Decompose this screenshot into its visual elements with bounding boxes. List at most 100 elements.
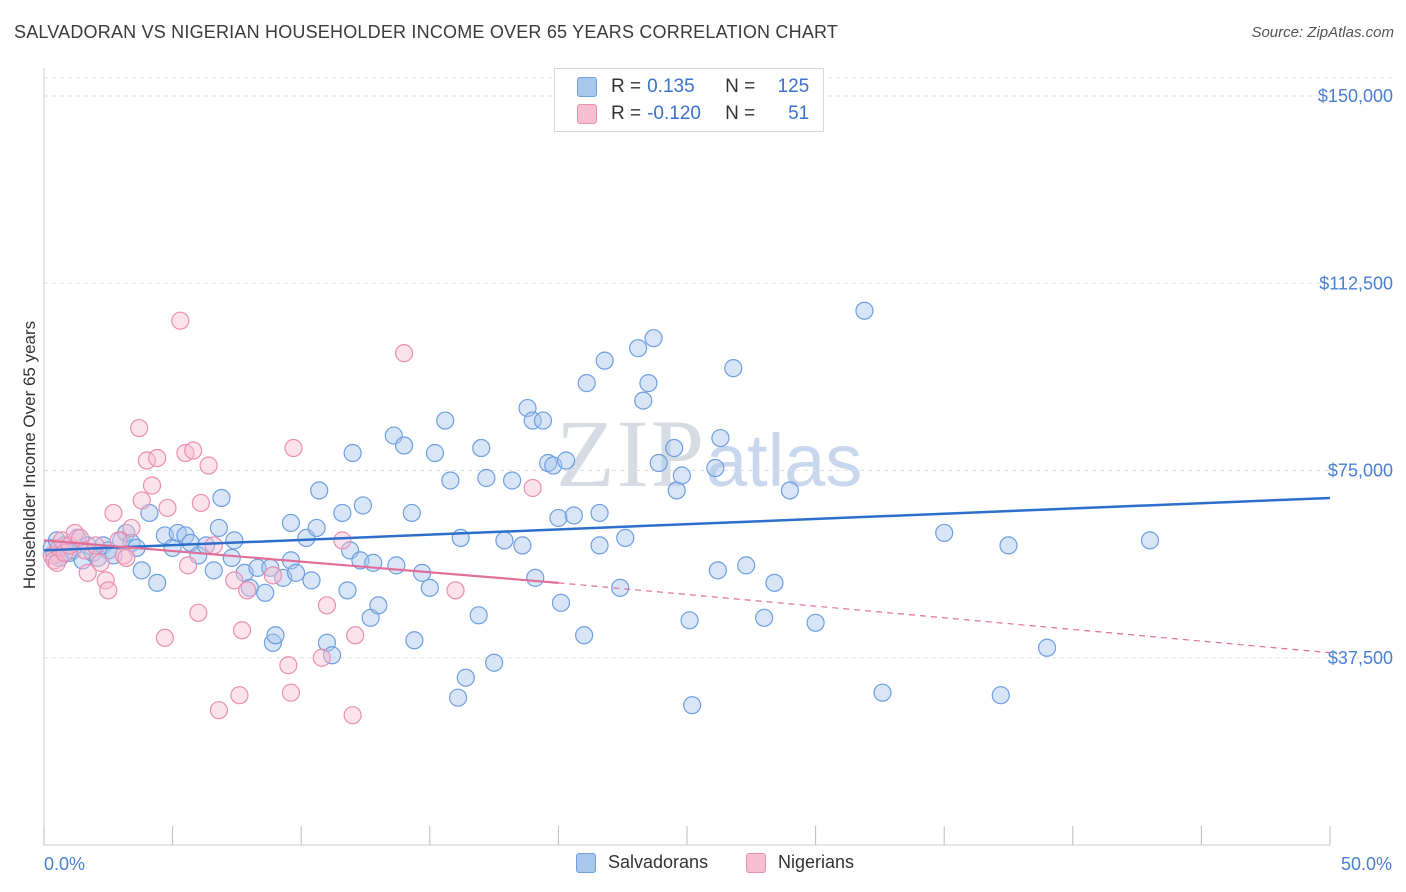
legend-row-salvadorans: R = 0.135 N = 125 <box>577 75 809 99</box>
nigerian-point <box>65 523 84 543</box>
nigerian-point <box>132 491 151 510</box>
salvadoran-point <box>307 518 326 538</box>
legend-series: Salvadorans Nigerians <box>0 852 1406 878</box>
legend-r-value: -0.120 <box>647 103 701 124</box>
legend-r-label: R = <box>611 76 642 97</box>
nigerian-point <box>171 311 190 330</box>
salvadoran-point <box>405 631 424 650</box>
legend-n-label: N = <box>725 76 756 97</box>
salvadoran-point <box>595 351 614 370</box>
nigerian-point <box>394 344 414 363</box>
salvadoran-point <box>222 548 241 567</box>
salvadoran-point <box>132 561 151 580</box>
legend-r-label: R = <box>611 103 642 124</box>
salvadoran-point <box>425 443 445 463</box>
salvadoran-point <box>248 558 267 577</box>
nigerian-point <box>158 498 177 518</box>
nigerian-point <box>99 581 118 600</box>
legend-item-nigerians: Nigerians <box>746 852 854 873</box>
nigerian-point <box>189 603 208 622</box>
salvadoran-point <box>616 528 635 548</box>
salvadoran-point <box>590 536 609 555</box>
salvadoran-point <box>649 453 668 473</box>
salvadoran-point <box>935 523 954 543</box>
nigerian-point <box>333 531 352 550</box>
salvadoran-point <box>564 506 583 525</box>
nigerian-trend-line <box>43 539 559 584</box>
salvadoran-point <box>639 374 658 393</box>
salvadoran-point <box>806 613 825 632</box>
nigerian-point <box>523 478 542 498</box>
salvadoran-point <box>999 536 1018 555</box>
salvadoran-point <box>263 633 283 652</box>
nigerian-point <box>104 503 123 523</box>
salvadoran-point <box>706 458 725 478</box>
salvadoran-point <box>394 436 414 455</box>
nigerian-point <box>184 441 203 460</box>
watermark: ZIPatlas <box>556 398 862 509</box>
salvadoran-point <box>873 683 892 702</box>
salvadoran-point <box>225 531 244 550</box>
salvadoran-point <box>420 578 439 597</box>
salvadoran-point <box>148 573 167 592</box>
nigerian-point <box>279 656 298 675</box>
salvadoran-point <box>577 374 596 393</box>
salvadoran-point <box>991 686 1010 705</box>
salvadoran-point <box>724 359 743 378</box>
salvadoran-point <box>485 653 504 672</box>
salvadoran-point <box>495 531 514 550</box>
legend-swatch-pink <box>577 104 597 124</box>
nigerian-point <box>346 626 365 645</box>
nigerian-point <box>122 518 141 538</box>
nigerian-point <box>281 683 301 702</box>
legend-swatch-blue <box>576 852 596 873</box>
salvadoran-point <box>708 561 727 580</box>
nigerian-point <box>142 476 162 495</box>
salvadoran-point <box>665 438 684 458</box>
x-tick-label: 50.0% <box>1341 854 1392 874</box>
nigerian-point <box>230 686 249 705</box>
source-credit: Source: ZipAtlas.com <box>1251 24 1394 41</box>
salvadoran-point <box>549 508 568 528</box>
legend-n-value: 51 <box>788 103 810 124</box>
salvadoran-point <box>402 503 421 523</box>
y-tick-label: $112,500 <box>1319 273 1393 293</box>
nigerian-point <box>155 628 174 647</box>
nigerian-point <box>312 648 331 667</box>
chart-title: SALVADORAN VS NIGERIAN HOUSEHOLDER INCOM… <box>14 22 839 42</box>
legend-r-value: 0.135 <box>647 76 695 97</box>
nigerian-point <box>317 596 337 615</box>
salvadoran-point <box>436 411 455 430</box>
salvadoran-point <box>711 428 730 448</box>
salvadoran-point <box>503 471 522 490</box>
legend-n-value: 125 <box>777 76 810 97</box>
nigerian-point <box>232 621 252 640</box>
nigerian-point <box>130 418 149 438</box>
salvadoran-point <box>533 411 553 430</box>
salvadoran-point <box>513 536 532 555</box>
salvadoran-point <box>672 466 691 485</box>
salvadoran-point <box>310 481 329 500</box>
salvadoran-point <box>441 471 460 490</box>
salvadoran-point <box>302 571 321 590</box>
salvadoran-point <box>629 339 648 358</box>
salvadoran-point <box>343 443 362 463</box>
salvadoran-point <box>456 668 475 687</box>
salvadoran-point <box>765 573 784 592</box>
nigerian-point <box>225 571 244 590</box>
nigerian-point <box>446 581 465 600</box>
salvadoran-point <box>680 611 699 630</box>
nigerian-point <box>209 701 228 720</box>
salvadoran-point <box>634 391 653 410</box>
salvadoran-point <box>286 563 306 582</box>
y-tick-label: $150,000 <box>1318 86 1393 106</box>
watermark-zip: ZIP <box>556 400 706 507</box>
salvadoran-point <box>369 596 388 615</box>
salvadoran-point <box>448 688 468 707</box>
salvadoran-point <box>557 451 576 470</box>
salvadoran-point <box>387 556 406 575</box>
nigerian-point <box>284 438 303 458</box>
salvadoran-point <box>469 606 488 625</box>
salvadoran-point <box>117 523 136 543</box>
salvadoran-point <box>266 626 285 645</box>
